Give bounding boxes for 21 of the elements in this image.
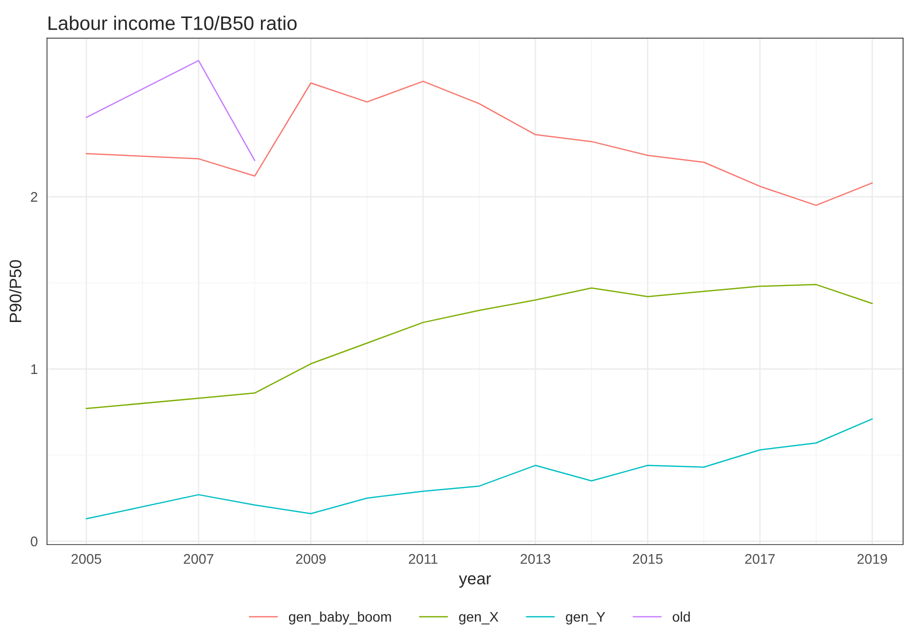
- line-series: [86, 418, 873, 520]
- line-series: [86, 284, 873, 410]
- y-tick-label: 2: [30, 192, 38, 202]
- x-tick-label: 2015: [632, 554, 663, 564]
- x-tick-label: 2013: [520, 554, 550, 564]
- x-tick-label: 2019: [857, 554, 888, 564]
- chart-title: Labour income T10/B50 ratio: [48, 16, 297, 30]
- x-tick-label: 2005: [72, 554, 102, 564]
- y-tick-label: 0: [30, 536, 38, 546]
- x-tick-label: 2017: [745, 554, 775, 564]
- x-axis-title: year: [458, 575, 491, 588]
- y-axis-title: P90/P50: [9, 260, 22, 322]
- x-tick-label: 2011: [408, 554, 438, 564]
- x-tick-label: 2009: [296, 554, 326, 564]
- legend-label: gen_X: [459, 612, 498, 624]
- x-tick-label: 2007: [184, 554, 214, 564]
- y-tick-label: 1: [31, 364, 38, 374]
- legend-label: old: [672, 612, 690, 622]
- legend-label: gen_Y: [566, 612, 606, 624]
- line-series: [86, 80, 873, 206]
- legend-label: gen_baby_boom: [288, 612, 391, 624]
